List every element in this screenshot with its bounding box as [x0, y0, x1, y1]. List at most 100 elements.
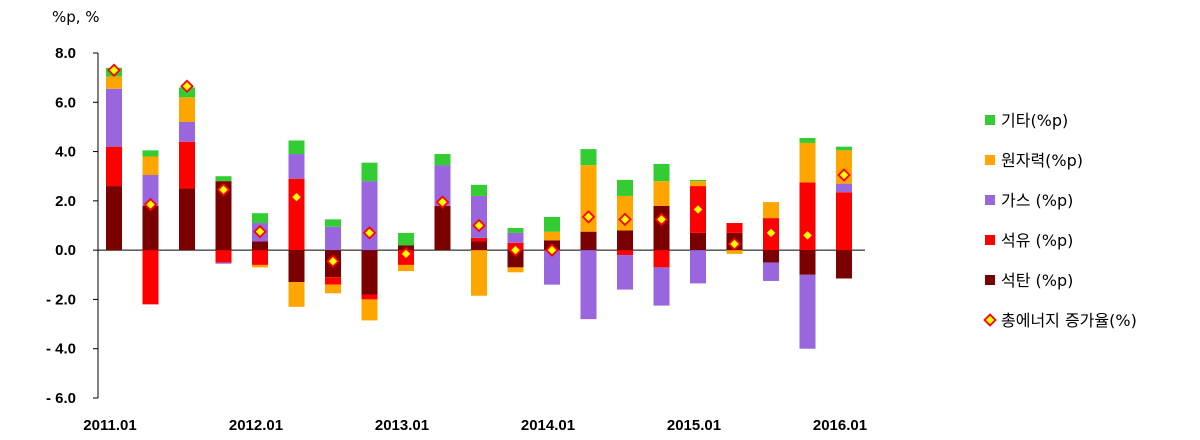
bar-segment — [398, 232, 414, 246]
x-tick-label: 2012.01 — [229, 417, 283, 434]
total-growth-marker — [581, 210, 596, 224]
y-tick-label: - 2.0 — [46, 291, 76, 308]
bar-segment — [799, 138, 816, 143]
x-tick-label: 2014.01 — [521, 417, 575, 434]
bar-segment — [215, 262, 232, 264]
legend-label: 가스 (%p) — [1001, 191, 1073, 210]
bar-segment — [179, 122, 195, 142]
bar-segment — [836, 192, 852, 251]
total-growth-marker — [180, 79, 194, 94]
bar-segment — [434, 154, 451, 166]
legend-label: 총에너지 증가율(%) — [1001, 311, 1137, 330]
bar-segment — [763, 250, 779, 263]
legend-label: 기타(%p) — [1001, 111, 1068, 130]
bar-segment — [106, 76, 122, 89]
legend-label: 석유 (%p) — [1001, 231, 1073, 250]
bar-segment — [580, 231, 597, 251]
bar-segment — [580, 149, 597, 166]
x-tick-labels: 2011.01 2012.01 2013.01 2014.01 2015.01 2016.… — [83, 417, 867, 434]
bar-segment — [507, 232, 524, 243]
y-tick-label: 2.0 — [55, 193, 76, 210]
bar-segment — [653, 267, 670, 306]
bar-segment — [726, 223, 743, 233]
bar-segment — [799, 250, 816, 275]
bar-segment — [799, 274, 816, 349]
x-tick-label: 2016.01 — [813, 417, 867, 434]
bar-segment — [836, 250, 852, 279]
legend-swatch — [985, 275, 995, 285]
x-tick-label: 2013.01 — [375, 417, 429, 434]
total-growth-marker — [216, 182, 231, 197]
bar-segment — [361, 299, 378, 321]
bar-segment — [252, 264, 268, 268]
total-growth-marker — [435, 195, 450, 209]
bar-segment — [836, 183, 852, 193]
bar-segment — [544, 231, 560, 241]
bar-segment — [361, 294, 378, 300]
total-growth-marker — [654, 212, 669, 227]
legend-swatch — [985, 195, 995, 205]
bar-segment — [507, 250, 524, 268]
total-growth-marker — [143, 197, 158, 212]
bar-segment — [617, 230, 633, 251]
bar-segment — [361, 162, 378, 182]
bar-segment — [653, 250, 670, 268]
bar-segment — [544, 250, 560, 285]
bar-segment — [325, 226, 341, 251]
bar-segment — [179, 188, 195, 251]
total-growth-marker — [107, 63, 121, 78]
y-tick-label: 8.0 — [55, 45, 76, 62]
bar-segment — [361, 181, 378, 251]
bar-segment — [288, 154, 305, 179]
total-growth-markers — [107, 63, 851, 269]
total-growth-marker — [618, 212, 632, 227]
y-tick-label: - 4.0 — [46, 341, 76, 358]
bar-segment — [690, 232, 706, 251]
bar-segment — [288, 282, 305, 307]
bar-segment — [215, 176, 232, 182]
total-growth-marker — [472, 218, 486, 233]
bar-segment — [471, 237, 487, 242]
bar-segment — [215, 250, 232, 263]
x-tick-label: 2015.01 — [667, 417, 721, 434]
stacked-bars — [106, 67, 852, 349]
bar-segment — [252, 250, 268, 265]
bar-segment — [471, 250, 487, 296]
bar-segment — [653, 205, 670, 251]
total-growth-marker — [764, 226, 778, 240]
bar-segment — [580, 250, 597, 320]
bar-segment — [434, 165, 451, 206]
total-growth-marker — [727, 237, 742, 251]
bar-segment — [653, 181, 670, 206]
total-growth-marker — [289, 190, 304, 204]
bar-segment — [106, 186, 122, 251]
bar-segment — [836, 146, 852, 151]
y-tick-label: 6.0 — [55, 94, 76, 111]
bar-segment — [142, 250, 159, 305]
bar-segment — [252, 241, 268, 251]
bar-segment — [325, 219, 341, 227]
total-growth-marker — [326, 254, 340, 269]
bar-segment — [361, 250, 378, 295]
bar-segment — [398, 264, 414, 272]
bar-segment — [434, 205, 451, 251]
total-growth-marker — [837, 168, 851, 182]
total-growth-marker — [800, 228, 815, 243]
legend-swatch — [985, 235, 995, 245]
bar-segment — [142, 205, 159, 251]
total-growth-marker — [362, 226, 377, 240]
x-tick-label: 2011.01 — [83, 417, 136, 434]
bar-segment — [690, 250, 706, 284]
total-growth-marker — [691, 202, 705, 217]
bar-segment — [325, 277, 341, 285]
legend: 기타(%p) 원자력(%p) 가스 (%p) 석유 (%p) 석탄 (%p) 총에너지 증… — [983, 111, 1137, 330]
unit-label: %p, % — [52, 8, 100, 26]
bar-segment — [617, 179, 633, 196]
total-growth-marker — [545, 243, 559, 257]
bar-segment — [288, 250, 305, 283]
legend-label: 석탄 (%p) — [1001, 271, 1073, 290]
legend-label: 원자력(%p) — [1001, 151, 1083, 170]
bar-segment — [617, 250, 633, 256]
bar-segment — [288, 140, 305, 155]
